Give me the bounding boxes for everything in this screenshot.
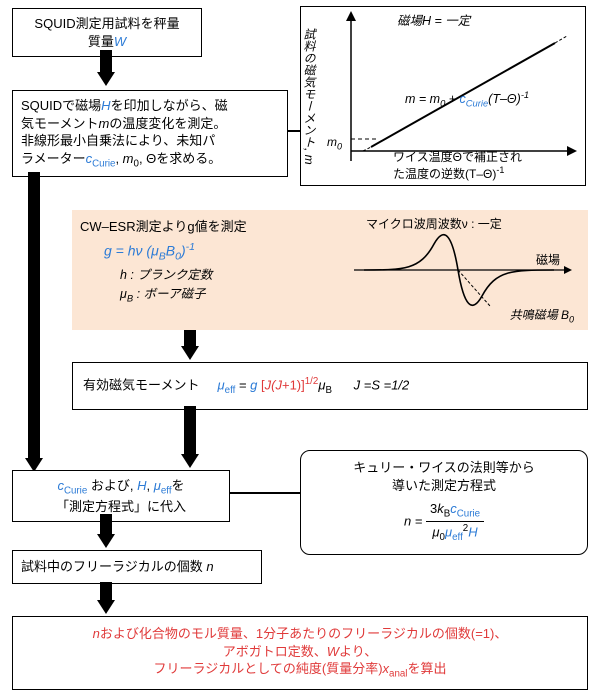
arrow67-shaft xyxy=(100,582,112,602)
arrow1-head xyxy=(97,72,115,86)
b2l1: SQUIDで磁場Hを印加しながら、磁 xyxy=(21,97,279,115)
b2l3: 非線形最小自乗法により、未知パ xyxy=(21,132,279,150)
b7l2: アボガトロ定数、Wより、 xyxy=(21,643,579,661)
arrow-mueff-shaft xyxy=(184,406,196,456)
esr-res: 共鳴磁場 B0 xyxy=(510,306,574,324)
box1-line2: 質量W xyxy=(21,33,193,51)
plot-ylabel: 試料の磁気モーメント, m xyxy=(299,9,317,183)
box-radical-count: 試料中のフリーラジカルの個数 n xyxy=(12,550,262,584)
squid-plot: 試料の磁気モーメント, m 磁場H = 一定 m = m0 + cCurie(T… xyxy=(300,6,586,186)
connector-b5-eq xyxy=(230,492,300,494)
svg-text:マイクロ波周波数ν : 一定: マイクロ波周波数ν : 一定 xyxy=(366,216,502,231)
svg-text:磁場: 磁場 xyxy=(536,252,560,267)
b7l1: nおよび化合物のモル質量、1分子あたりのフリーラジカルの個数(=1)、 xyxy=(21,625,579,643)
plot-m0: m0 xyxy=(327,134,342,153)
box-squid-measure: SQUIDで磁場Hを印加しながら、磁 気モーメントmの温度変化を測定。 非線形最… xyxy=(12,90,288,177)
cw-eq: n = 3kBcCurie μ0μeff2H xyxy=(309,500,579,544)
arrow56-head xyxy=(97,534,115,548)
cw-l2: 導いた測定方程式 xyxy=(309,477,579,495)
arrow-mueff-head xyxy=(181,454,199,468)
b5l1: cCurie および, H, μeffを xyxy=(21,477,221,498)
arrow67-head xyxy=(97,600,115,614)
curie-weiss-box: キュリー・ワイスの法則等から 導いた測定方程式 n = 3kBcCurie μ0… xyxy=(300,450,588,555)
arrow1-shaft xyxy=(100,50,112,74)
esr-panel: CW–ESR測定よりg値を測定 g = hν (μBB0)-1 h : プランク… xyxy=(72,210,588,330)
box-final: nおよび化合物のモル質量、1分子あたりのフリーラジカルの個数(=1)、 アボガト… xyxy=(12,616,588,690)
cw-l1: キュリー・ワイスの法則等から xyxy=(309,459,579,477)
b2l4: ラメーターcCurie, m0, Θを求める。 xyxy=(21,150,279,171)
arrow-esr-mueff-head xyxy=(181,346,199,360)
plot-xlabel: ワイス温度Θで補正され た温度の逆数(T–Θ)-1 xyxy=(393,151,522,182)
mueff-box: 有効磁気モーメント μeff = g [J(J+1)]1/2μB J =S =1… xyxy=(72,362,588,410)
b7l3: フリーラジカルとしての純度(質量分率)xanalを算出 xyxy=(21,660,579,681)
box-substitute: cCurie および, H, μeffを 「測定方程式」に代入 xyxy=(12,470,230,522)
plot-eq: m = m0 + cCurie(T–Θ)-1 xyxy=(405,89,529,110)
box1-line1: SQUID測定用試料を秤量 xyxy=(21,15,193,33)
connector-b2-graph xyxy=(288,130,300,132)
b5l2: 「測定方程式」に代入 xyxy=(21,498,221,516)
arrow56-shaft xyxy=(100,514,112,536)
long-arrow-shaft xyxy=(28,172,40,460)
b2l2: 気モーメントmの温度変化を測定。 xyxy=(21,115,279,133)
